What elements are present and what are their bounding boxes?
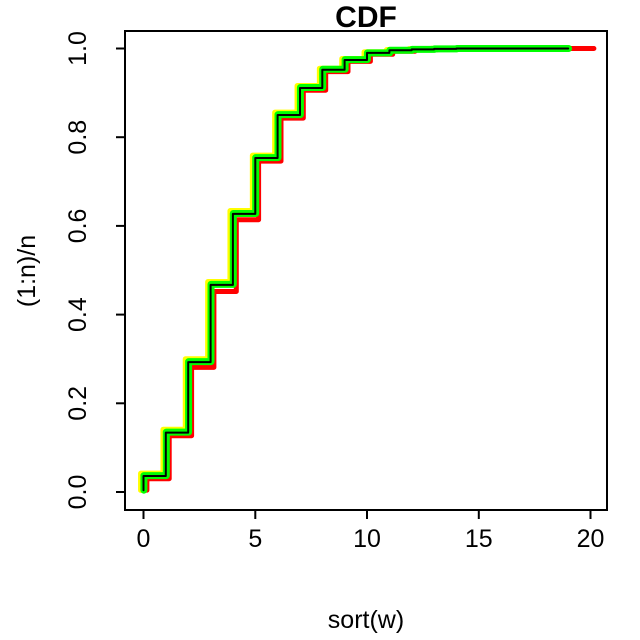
y-axis-title: (1:n)/n: [13, 235, 41, 307]
x-tick-label: 0: [137, 525, 151, 553]
y-tick-label: 0.2: [64, 386, 92, 421]
y-tick-label: 0.8: [64, 120, 92, 155]
x-tick-label: 20: [577, 525, 605, 553]
ecdf-curve-red: [144, 46, 597, 493]
chart-title: CDF: [335, 1, 397, 34]
y-tick-label: 0.0: [64, 475, 92, 510]
y-tick-label: 1.0: [64, 31, 92, 66]
ecdf-curve-black: [142, 47, 570, 492]
ecdf-curves: [138, 45, 597, 494]
ecdf-curve-green: [140, 45, 573, 494]
x-tick-label: 10: [353, 525, 381, 553]
x-tick-label: 15: [465, 525, 493, 553]
plot-border: [124, 30, 608, 511]
y-tick-label: 0.6: [64, 209, 92, 244]
x-axis-ticks: 0 5 10 15 20: [137, 511, 605, 553]
x-tick-label: 5: [248, 525, 262, 553]
ecdf-curve-yellow: [138, 45, 569, 493]
x-axis-title: sort(w): [328, 606, 404, 634]
y-axis-ticks: 0.0 0.2 0.4 0.6 0.8 1.0: [64, 31, 124, 509]
y-tick-label: 0.4: [64, 297, 92, 332]
